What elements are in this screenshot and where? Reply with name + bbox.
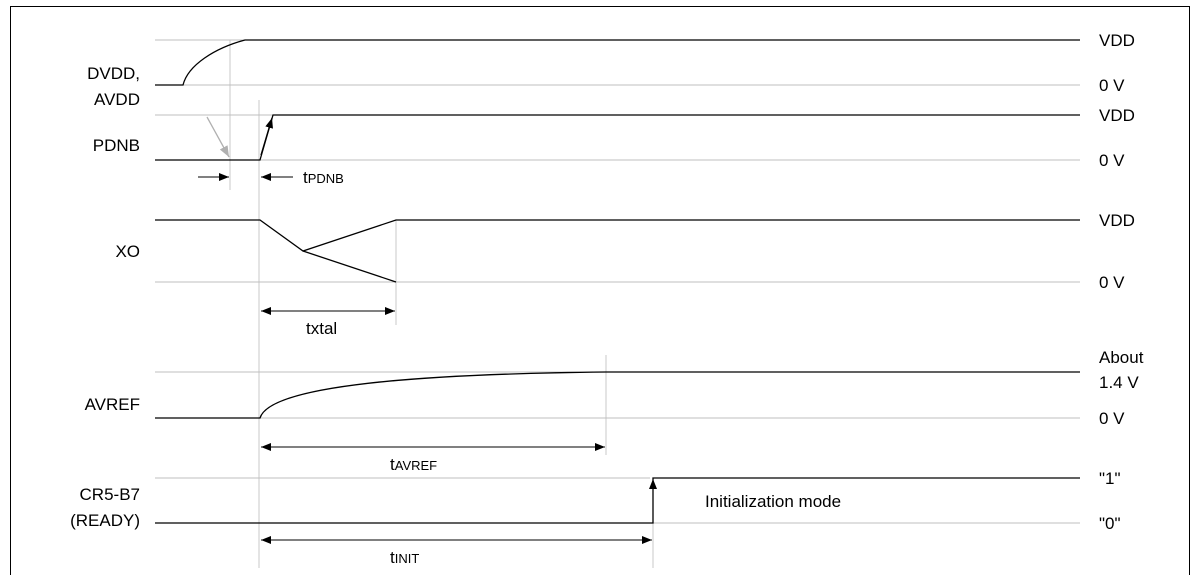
dvdd-0v-level: 0 V xyxy=(1099,76,1125,95)
initialization-mode-label: Initialization mode xyxy=(705,492,841,511)
tpdnb-label: tPDNB xyxy=(303,168,344,187)
cr5-label: CR5-B7 xyxy=(80,485,140,504)
dvdd-vdd-level: VDD xyxy=(1099,31,1135,50)
dvdd-waveform xyxy=(155,39,1080,86)
cr5-zero-level: "0" xyxy=(1099,514,1121,533)
cr5-one-level: "1" xyxy=(1099,469,1121,488)
dvdd-label: DVDD, xyxy=(87,64,140,83)
xo-label: XO xyxy=(115,242,140,261)
level-reference-lines xyxy=(155,39,1080,524)
tavref-label: tAVREF xyxy=(390,455,437,474)
cr5-waveform xyxy=(155,477,1080,524)
txtal-label: txtal xyxy=(306,319,337,338)
avref-label: AVREF xyxy=(85,395,140,414)
pdnb-vdd-level: VDD xyxy=(1099,106,1135,125)
xo-0v-level: 0 V xyxy=(1099,273,1125,292)
avref-about-level: About xyxy=(1099,348,1144,367)
avref-0v-level: 0 V xyxy=(1099,409,1125,428)
pdnb-causal-arrow xyxy=(206,116,230,158)
avref-waveform xyxy=(155,371,1080,419)
diagram-frame xyxy=(10,6,1190,575)
pdnb-0v-level: 0 V xyxy=(1099,151,1125,170)
avdd-label: AVDD xyxy=(94,90,140,109)
xo-waveform-lower xyxy=(302,250,397,283)
timing-guides xyxy=(229,40,654,568)
pdnb-waveform xyxy=(155,114,1080,161)
ready-label: (READY) xyxy=(70,511,140,530)
tinit-label: tINIT xyxy=(390,548,419,567)
avref-1-4v-level: 1.4 V xyxy=(1099,373,1139,392)
pdnb-rise-arrow xyxy=(260,117,273,156)
xo-vdd-level: VDD xyxy=(1099,211,1135,230)
pdnb-label: PDNB xyxy=(93,136,140,155)
xo-waveform-upper xyxy=(155,219,1080,252)
